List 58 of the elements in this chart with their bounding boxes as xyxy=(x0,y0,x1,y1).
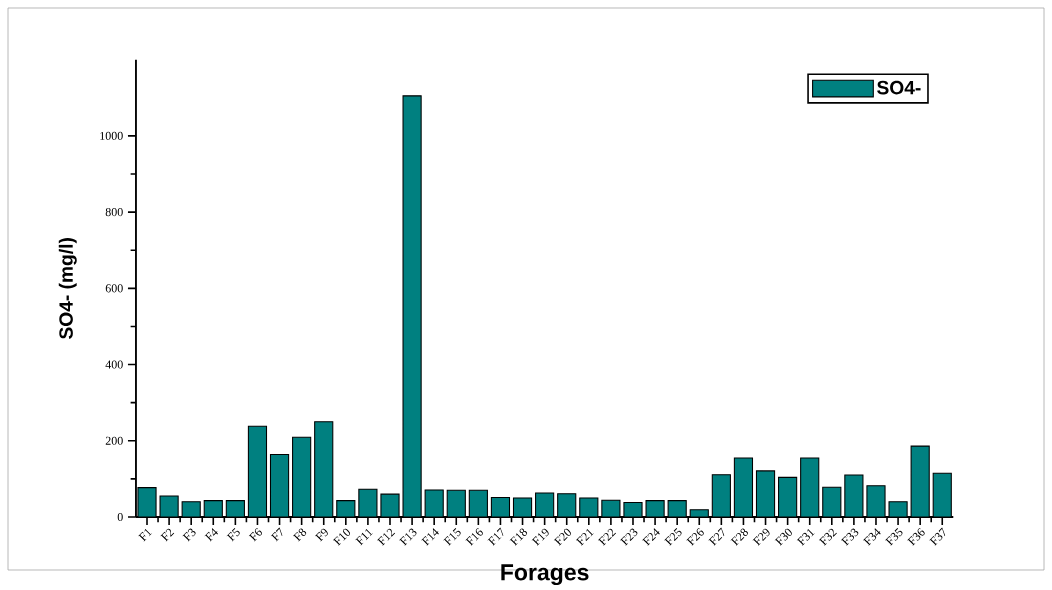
bar xyxy=(800,457,820,518)
y-tick-label: 800 xyxy=(105,208,123,217)
bar xyxy=(932,472,952,518)
x-tick-label: F25 xyxy=(664,528,682,546)
bar xyxy=(733,457,754,518)
x-tick-label: F31 xyxy=(796,529,815,546)
x-tick-label: F32 xyxy=(818,528,837,546)
x-axis-title: Forages xyxy=(501,564,589,586)
x-tick-label: F3 xyxy=(182,528,196,542)
x-tick-label: F4 xyxy=(204,528,218,542)
bar xyxy=(247,425,268,518)
x-tick-label: F28 xyxy=(730,528,748,547)
bar xyxy=(314,421,334,518)
x-tick-label: F35 xyxy=(885,528,903,546)
x-tick-label: F14 xyxy=(421,528,439,546)
x-tick-label: F2 xyxy=(160,528,175,542)
x-tick-label: F1 xyxy=(138,529,153,542)
bar xyxy=(711,474,731,518)
y-tick-label: 0 xyxy=(117,513,123,522)
bar xyxy=(269,454,290,518)
x-tick-label: F34 xyxy=(863,528,881,546)
x-tick-label: F11 xyxy=(355,529,374,546)
bar xyxy=(292,437,312,518)
x-tick-label: F17 xyxy=(487,527,504,546)
bar xyxy=(910,445,930,518)
x-tick-label: F15 xyxy=(443,528,461,546)
x-tick-label: F29 xyxy=(752,528,770,546)
x-tick-label: F24 xyxy=(642,528,660,546)
x-tick-label: F6 xyxy=(248,528,262,542)
x-tick-label: F7 xyxy=(270,527,283,542)
x-tick-label: F20 xyxy=(553,528,571,547)
x-tick-label: F33 xyxy=(840,528,859,546)
x-tick-label: F22 xyxy=(598,528,617,546)
x-tick-label: F26 xyxy=(686,528,704,546)
bar xyxy=(844,474,864,518)
x-tick-label: F5 xyxy=(226,528,240,542)
x-tick-label: F9 xyxy=(315,528,328,542)
legend-label: SO4- xyxy=(877,81,921,95)
x-tick-label: F18 xyxy=(509,528,528,547)
x-tick-label: F37 xyxy=(929,527,946,546)
x-tick-label: F23 xyxy=(620,528,638,546)
y-tick-label: 600 xyxy=(105,284,123,293)
x-tick-label: F16 xyxy=(465,528,483,546)
bar xyxy=(755,470,776,518)
x-tick-label: F8 xyxy=(293,528,307,542)
y-axis-title: SO4- (mg/l) xyxy=(58,238,77,340)
y-tick-label: 1000 xyxy=(100,132,123,141)
x-tick-label: F27 xyxy=(708,527,725,546)
x-tick-label: F12 xyxy=(377,528,396,546)
y-tick-label: 200 xyxy=(105,436,123,446)
y-tick-label: 400 xyxy=(105,360,123,369)
x-tick-label: F13 xyxy=(399,528,417,546)
x-tick-label: F30 xyxy=(774,528,792,547)
x-tick-label: F19 xyxy=(531,528,549,546)
x-tick-label: F21 xyxy=(575,529,594,546)
bar xyxy=(778,477,798,518)
x-tick-label: F36 xyxy=(907,528,925,546)
x-tick-label: F10 xyxy=(332,528,351,547)
